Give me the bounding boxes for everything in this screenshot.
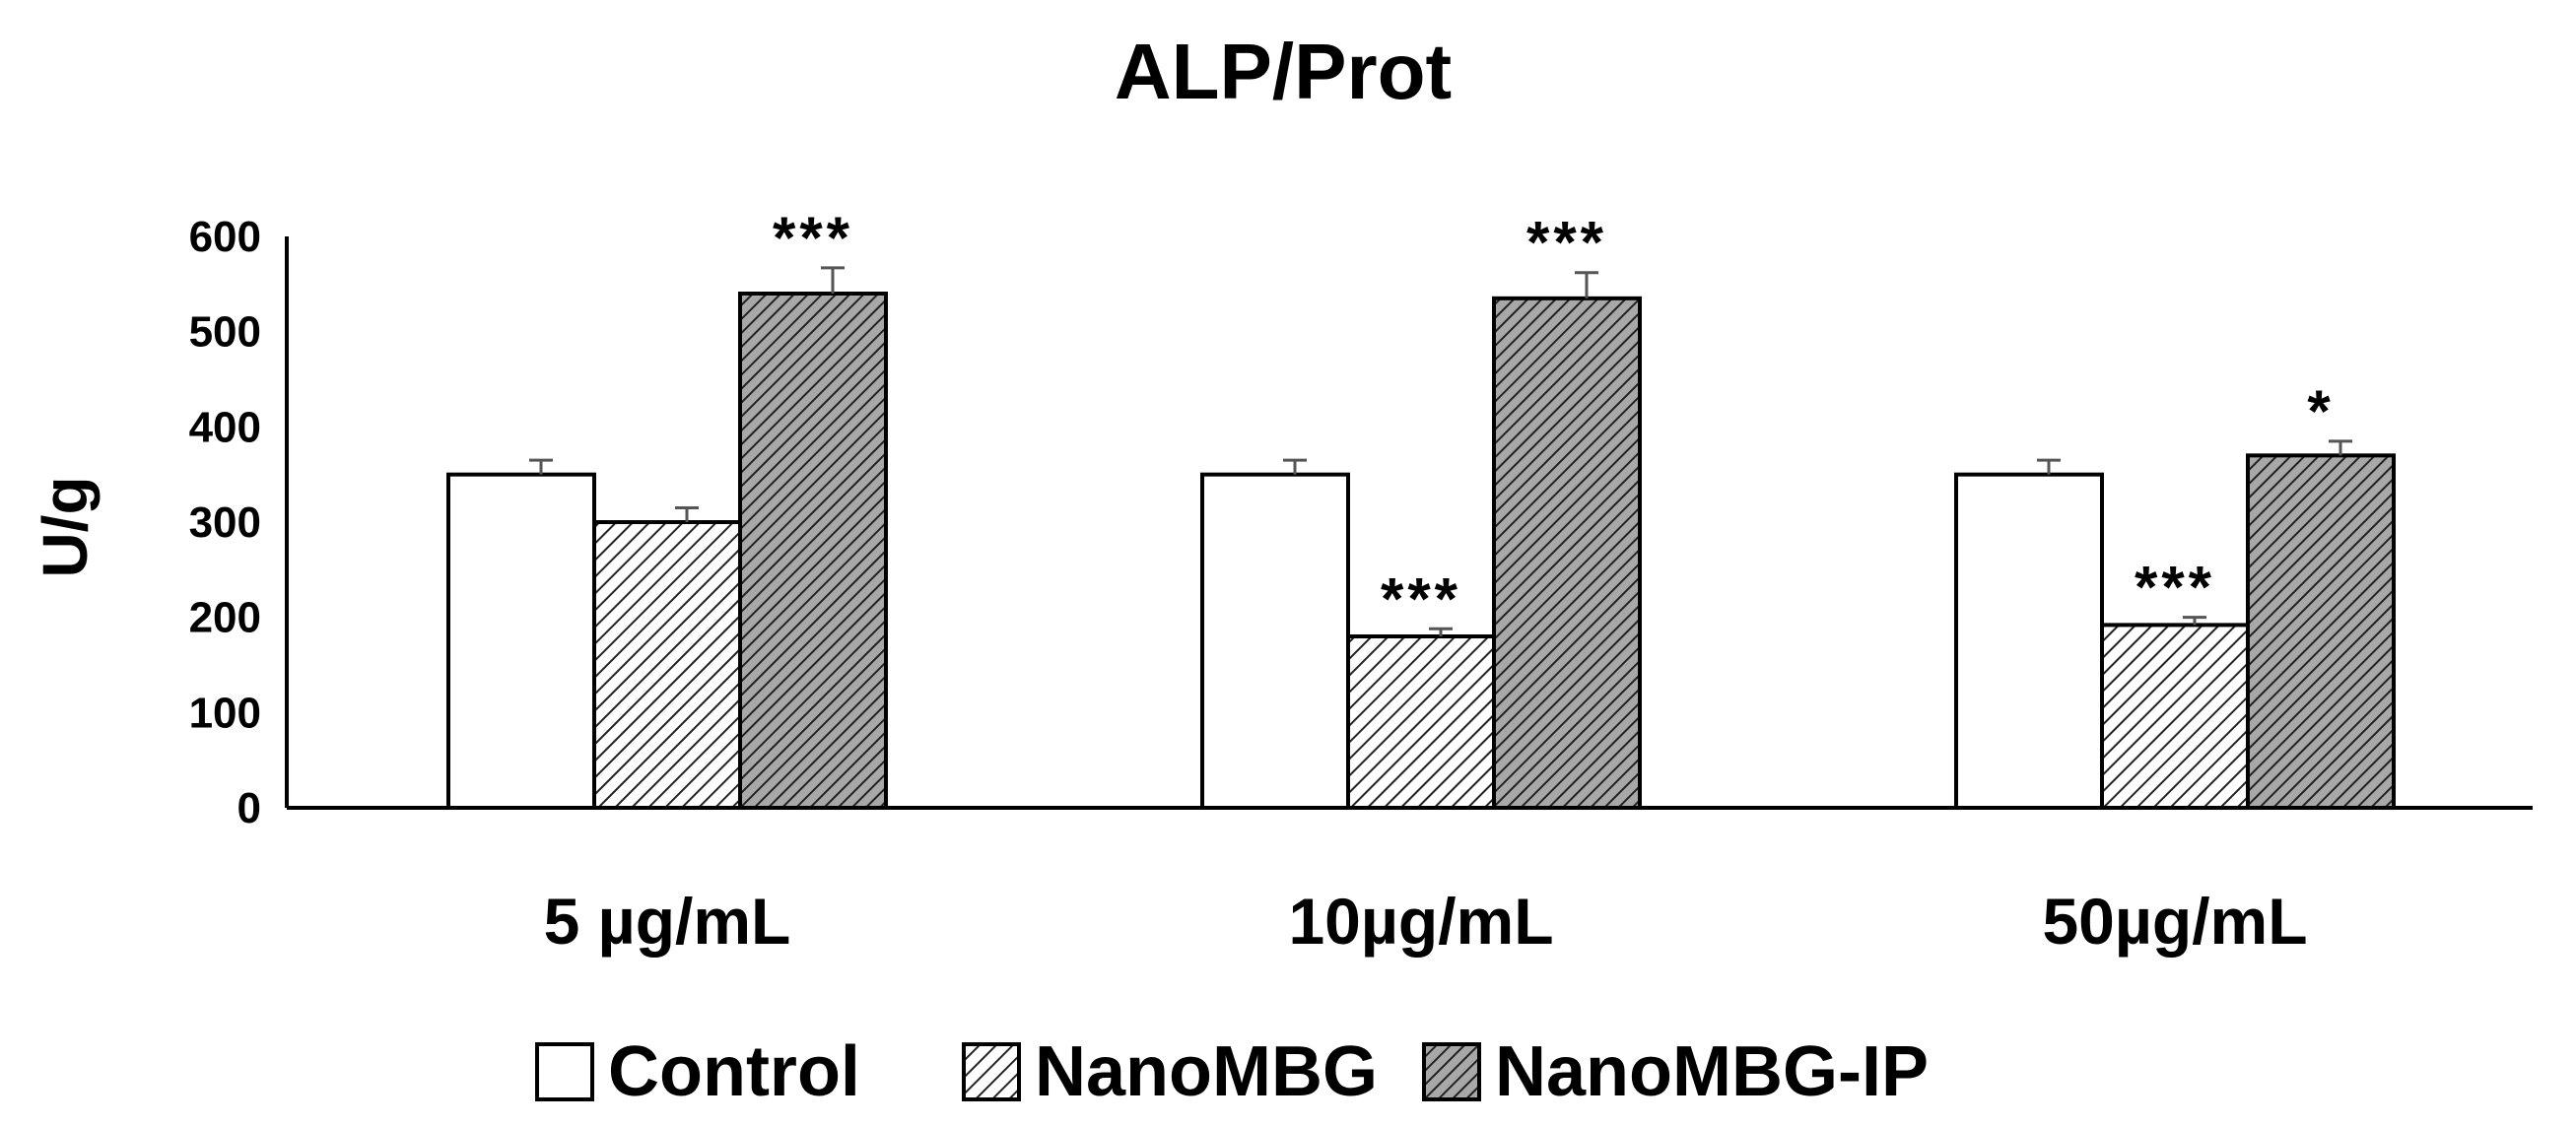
bar-nanombg-ip bbox=[738, 292, 888, 810]
y-tick-label: 600 bbox=[189, 213, 261, 261]
y-tick-label: 500 bbox=[189, 308, 261, 357]
significance-label: * bbox=[2307, 378, 2334, 444]
legend-label-nanombg: NanoMBG bbox=[1035, 1032, 1378, 1111]
category-labels: 5 µg/mL 10µg/mL 50µg/mL bbox=[544, 885, 2308, 958]
y-axis-label: U/g bbox=[30, 476, 101, 577]
bar-nanombg-ip bbox=[2246, 453, 2396, 810]
bar-nanombg bbox=[592, 520, 742, 810]
legend-label-nanombg-ip: NanoMBG-IP bbox=[1495, 1032, 1929, 1111]
legend-swatch-nanombg bbox=[962, 1042, 1021, 1101]
y-ticks: 0 100 200 300 400 500 600 bbox=[189, 213, 261, 832]
bar-nanombg-ip bbox=[1492, 296, 1642, 811]
y-tick-label: 0 bbox=[237, 784, 261, 832]
significance-label: *** bbox=[1381, 565, 1461, 631]
x-category-label: 50µg/mL bbox=[2042, 885, 2307, 958]
legend-swatch-nanombg-ip bbox=[1422, 1042, 1481, 1101]
significance-label: *** bbox=[2135, 555, 2215, 621]
legend: Control NanoMBG NanoMBG-IP bbox=[535, 1032, 1929, 1111]
bar-control bbox=[1200, 472, 1350, 810]
bar-control bbox=[446, 472, 596, 810]
y-tick-label: 400 bbox=[189, 403, 261, 451]
legend-label-control: Control bbox=[608, 1032, 860, 1111]
legend-swatch-control bbox=[535, 1042, 594, 1101]
significance-label: *** bbox=[773, 205, 853, 271]
significance-label: *** bbox=[1526, 210, 1607, 276]
bars-layer: ************* bbox=[446, 205, 2396, 811]
y-tick-label: 100 bbox=[189, 689, 261, 737]
x-category-label: 10µg/mL bbox=[1288, 885, 1553, 958]
y-tick-label: 200 bbox=[189, 594, 261, 642]
bar-nanombg bbox=[1346, 634, 1496, 810]
bar-nanombg bbox=[2100, 623, 2250, 811]
y-tick-label: 300 bbox=[189, 498, 261, 547]
bar-control bbox=[1954, 472, 2104, 810]
chart-title: ALP/Prot bbox=[1115, 28, 1452, 115]
x-category-label: 5 µg/mL bbox=[544, 885, 791, 958]
